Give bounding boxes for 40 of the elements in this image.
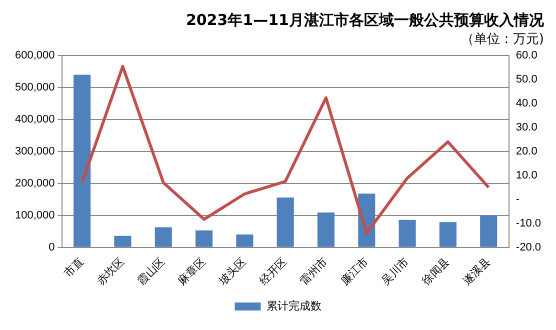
x-tick-label: 霞山区 (135, 254, 168, 288)
y-tick-label: 100,000 (14, 209, 55, 222)
x-tick-label: 雷州市 (298, 254, 330, 288)
legend-label: 累计完成数 (266, 299, 322, 312)
y2-tick-label: - (516, 193, 520, 206)
x-tick-label: 经开区 (256, 254, 290, 288)
x-tick-label: 徐闻县 (420, 254, 452, 288)
x-tick-label: 坡头区 (216, 254, 249, 288)
bar (276, 197, 294, 247)
x-tick-label: 遂溪县 (460, 254, 493, 288)
chart-title: 2023年1—11月湛江市各区域一般公共预算收入情况 (186, 10, 545, 29)
y-tick-label: 0 (48, 241, 55, 254)
y2-tick-label: 50.0 (516, 74, 538, 86)
bar (196, 230, 213, 247)
y2-tick-label: -20.0 (516, 241, 542, 254)
bar (439, 222, 456, 247)
y2-tick-label: 20.0 (516, 145, 538, 158)
bar (480, 215, 498, 247)
y2-tick-label: 60.0 (516, 50, 538, 62)
y2-tick-label: 40.0 (516, 98, 538, 110)
y-tick-label: 600,000 (14, 50, 55, 62)
bar (154, 227, 172, 247)
bar (317, 212, 335, 247)
bar (74, 74, 91, 247)
y-tick-label: 200,000 (14, 177, 55, 190)
x-tick-label: 麻章区 (176, 254, 208, 288)
chart-subtitle: （单位：万元) (460, 32, 544, 48)
bar (398, 220, 416, 247)
x-tick-label: 市直 (61, 254, 86, 280)
bar (114, 236, 132, 247)
y2-tick-label: -10.0 (516, 217, 542, 230)
x-tick-label: 赤坎区 (94, 254, 127, 288)
bar (236, 234, 254, 247)
y-tick-label: 300,000 (14, 145, 55, 158)
y-tick-label: 500,000 (14, 82, 55, 94)
y2-tick-label: 30.0 (516, 122, 538, 134)
x-tick-label: 廉江市 (338, 254, 371, 288)
y-tick-label: 400,000 (14, 114, 55, 126)
x-tick-label: 吴川市 (378, 254, 412, 288)
y2-tick-label: 10.0 (516, 169, 538, 182)
